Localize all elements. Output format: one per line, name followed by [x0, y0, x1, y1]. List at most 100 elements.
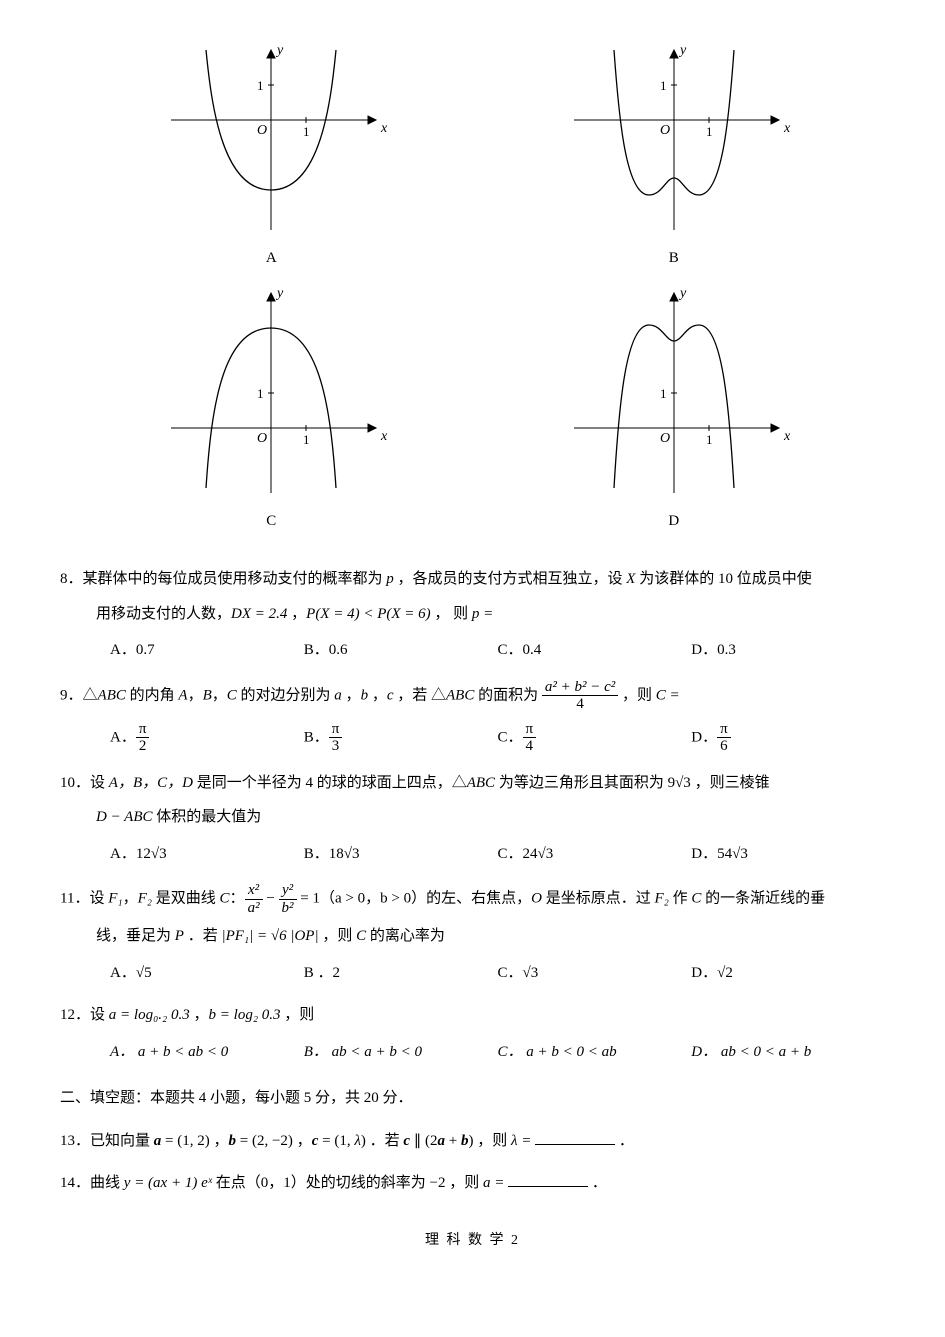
q11-opt-C: C．√3 — [498, 959, 692, 988]
q12-opt-C: C． a + b < 0 < ab — [498, 1038, 692, 1067]
q13-blank — [535, 1128, 615, 1145]
svg-text:x: x — [783, 121, 791, 136]
chart-C: x y O 1 1 — [151, 283, 391, 503]
question-14: 14．曲线 y = (ax + 1) eˣ 在点（0，1）处的切线的斜率为 −2… — [60, 1169, 885, 1198]
q8-opt-C: C．0.4 — [498, 636, 692, 665]
q11-frac2: y²b² — [279, 882, 297, 916]
q8-options: A．0.7 B．0.6 C．0.4 D．0.3 — [110, 636, 885, 665]
chart-A: x y O 1 1 — [151, 40, 391, 240]
question-12: 12．设 a = log₀.₂ 0.3 ，b = log₂ 0.3 ，则 A． … — [60, 1001, 885, 1066]
svg-text:O: O — [257, 123, 267, 138]
q12-beq: b = log₂ 0.3 — [209, 1007, 281, 1023]
q8-opt-D: D．0.3 — [691, 636, 885, 665]
q9-abc1: ABC — [98, 687, 126, 703]
q10-t2: 是同一个半径为 4 的球的球面上四点，△ — [193, 775, 467, 791]
q9-B: B — [203, 687, 212, 703]
q14-aeq: a = — [483, 1175, 508, 1191]
q9-b: b — [361, 687, 369, 703]
q9-t6: ，则 — [618, 687, 656, 703]
q10-l2b: 体积的最大值为 — [153, 809, 262, 825]
q9-C: C — [227, 687, 237, 703]
question-10: 10．设 A，B，C，D 是同一个半径为 4 的球的球面上四点，△ABC 为等边… — [60, 769, 885, 869]
q9-Ceq: C = — [656, 687, 680, 703]
q11-paren: （a > 0，b > 0） — [320, 890, 426, 906]
q12-options: A． a + b < ab < 0 B． ab < a + b < 0 C． a… — [110, 1038, 885, 1067]
svg-text:x: x — [380, 429, 388, 444]
q10-t4: ，则三棱锥 — [691, 775, 770, 791]
q11-l2a: 线，垂足为 — [96, 928, 175, 944]
q13-s3: ．若 — [366, 1133, 404, 1149]
q11-Cc: C — [356, 928, 366, 944]
q8-peq: p = — [472, 606, 493, 622]
svg-text:1: 1 — [660, 78, 667, 93]
q10-t3: 为等边三角形且其面积为 — [495, 775, 668, 791]
q8-prob: P(X = 4) < P(X = 6) — [306, 606, 431, 622]
chart-D-cell: x y O 1 1 D — [503, 283, 846, 536]
q11-frac1: x²a² — [245, 882, 263, 916]
svg-text:1: 1 — [706, 432, 713, 447]
chart-A-cell: x y O 1 1 A — [100, 40, 443, 273]
chart-D-label: D — [503, 507, 846, 536]
svg-text:1: 1 — [257, 386, 264, 401]
q11-eq1: = 1 — [297, 890, 320, 906]
svg-text:x: x — [380, 121, 388, 136]
q11-t2: 是双曲线 — [152, 890, 220, 906]
q10-opt-B: B．18√3 — [304, 840, 498, 869]
q11-C: C — [220, 890, 230, 906]
q11-O: O — [531, 890, 542, 906]
q13-number: 13． — [60, 1133, 90, 1149]
q11-Cb: C — [691, 890, 701, 906]
q12-number: 12． — [60, 1007, 90, 1023]
question-8: 8．某群体中的每位成员使用移动支付的概率都为 p ，各成员的支付方式相互独立，设… — [60, 565, 885, 665]
svg-text:y: y — [678, 286, 687, 301]
q13-b: b = (2, −2) — [229, 1133, 293, 1149]
q13-s2: ， — [293, 1133, 312, 1149]
question-11: 11．设 F₁，F₂ 是双曲线 C：x²a² − y²b² = 1（a > 0，… — [60, 882, 885, 987]
svg-text:O: O — [660, 123, 670, 138]
chart-A-label: A — [100, 244, 443, 273]
question-13: 13．已知向量 a = (1, 2) ，b = (2, −2) ，c = (1,… — [60, 1127, 885, 1156]
q8-opt-A: A．0.7 — [110, 636, 304, 665]
q11-number: 11． — [60, 890, 89, 906]
q8-p: p — [386, 571, 394, 587]
svg-text:O: O — [257, 431, 267, 446]
q9-opt-D: D．π6 — [691, 721, 885, 755]
svg-text:1: 1 — [303, 432, 310, 447]
q11-opt-D: D．√2 — [691, 959, 885, 988]
q13-period: ． — [615, 1133, 634, 1149]
svg-text:O: O — [660, 431, 670, 446]
q9-c: c — [387, 687, 394, 703]
page-footer: 理 科 数 学 2 — [60, 1228, 885, 1255]
q11-t4: 是坐标原点．过 — [542, 890, 655, 906]
q8-c1: ， — [287, 606, 306, 622]
q11-F2b: F₂ — [654, 890, 668, 906]
q8-line2a: 用移动支付的人数， — [96, 606, 231, 622]
q10-dabc: D − ABC — [96, 809, 153, 825]
q10-abc: ABC — [467, 775, 495, 791]
q11-minus: − — [263, 890, 279, 906]
q14-blank — [508, 1171, 588, 1188]
q11-P: P — [175, 928, 184, 944]
svg-text:1: 1 — [303, 124, 310, 139]
q9-opt-C: C．π4 — [498, 721, 692, 755]
q11-l2d: 的离心率为 — [366, 928, 445, 944]
chart-C-label: C — [100, 507, 443, 536]
q11-t6: 的一条渐近线的垂 — [701, 890, 825, 906]
q10-opt-A: A．12√3 — [110, 840, 304, 869]
chart-B-cell: x y O 1 1 B — [503, 40, 846, 273]
q13-s1: ， — [210, 1133, 229, 1149]
q11-options: A．√5 B ．2 C．√3 D．√2 — [110, 959, 885, 988]
q10-t1: 设 — [90, 775, 109, 791]
q8-c2: ， 则 — [431, 606, 472, 622]
q9-area-frac: a² + b² − c²4 — [542, 679, 618, 713]
chart-B: x y O 1 1 — [554, 40, 794, 240]
q13-lam: λ = — [511, 1133, 535, 1149]
svg-text:x: x — [783, 429, 791, 444]
svg-text:1: 1 — [257, 78, 264, 93]
q11-F1: F₁ — [108, 890, 122, 906]
q9-t5: 的面积为 — [474, 687, 542, 703]
q11-opt-A: A．√5 — [110, 959, 304, 988]
q11-t5: 作 — [669, 890, 692, 906]
q9-number: 9． — [60, 687, 83, 703]
q13-s4: ，则 — [473, 1133, 511, 1149]
